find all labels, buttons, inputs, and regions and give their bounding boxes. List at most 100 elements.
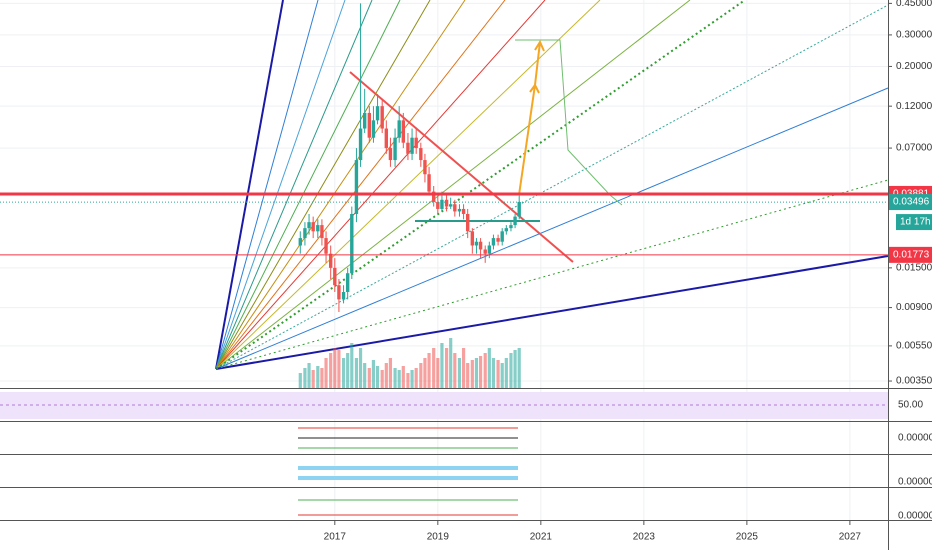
pane-label: 0.00000	[898, 511, 932, 522]
candle-body	[324, 238, 328, 254]
candle-body	[345, 273, 350, 292]
y-tick-label: 0.30000	[896, 30, 932, 41]
candle-body	[496, 238, 500, 242]
candle-body	[333, 267, 337, 286]
candle-body	[371, 120, 376, 138]
volume-bar	[513, 350, 517, 388]
volume-bar	[436, 358, 440, 388]
candle-body	[307, 222, 311, 229]
volume-bar	[324, 358, 328, 388]
fan-line	[215, 0, 601, 370]
volume-bar	[346, 353, 350, 388]
volume-bar	[427, 353, 431, 388]
candle-body	[500, 231, 504, 242]
volume-bar	[449, 338, 453, 388]
candle-body	[311, 222, 315, 232]
volume-bar	[491, 358, 496, 388]
candle-body	[354, 160, 359, 214]
candle-body	[491, 238, 496, 246]
y-tick-label: 0.07000	[896, 143, 932, 154]
candle-body	[303, 228, 307, 239]
candle-body	[298, 238, 302, 246]
fan-line	[215, 0, 373, 370]
candle-body	[384, 128, 389, 149]
candle-body	[517, 201, 521, 217]
volume-bar	[367, 368, 371, 388]
candle-body	[474, 241, 479, 246]
candle-body	[358, 128, 363, 161]
volume-bar	[303, 368, 307, 388]
volume-bar	[483, 353, 487, 388]
fan-line	[215, 0, 431, 370]
candle-body	[337, 285, 341, 300]
candle-body	[483, 249, 487, 254]
fan-line	[215, 0, 401, 370]
candle-body	[457, 208, 462, 212]
price-label: 0.01773	[893, 250, 930, 261]
candle-body	[487, 245, 492, 254]
candle-body	[406, 142, 410, 154]
countdown-box	[896, 214, 932, 231]
fan-line	[215, 0, 466, 370]
fan-line	[215, 0, 284, 370]
fan-line	[215, 0, 319, 370]
x-tick-label: 2023	[633, 532, 656, 543]
candle-body	[444, 199, 449, 207]
price-label-box	[889, 246, 932, 263]
candle-body	[380, 106, 384, 129]
candle-body	[367, 112, 372, 138]
pane-label: 0.00000	[898, 433, 932, 444]
candle-body	[320, 225, 324, 239]
volume-bar	[307, 363, 311, 388]
volume-bar	[461, 348, 466, 388]
volume-bar	[329, 353, 333, 388]
volume-bar	[401, 366, 405, 388]
fan-line	[215, 0, 346, 370]
volume-bar	[466, 363, 470, 388]
volume-bar	[397, 370, 401, 388]
x-tick-label: 2017	[324, 532, 347, 543]
volume-bar	[470, 360, 474, 388]
volume-bar	[358, 348, 363, 388]
price-label: 0.03496	[893, 197, 930, 208]
candle-body	[431, 191, 436, 202]
pane-label: 0.00000	[898, 477, 932, 488]
volume-bar	[371, 360, 376, 388]
volume-bar	[504, 358, 508, 388]
y-tick-label: 0.45000	[896, 0, 932, 9]
volume-bar	[393, 368, 397, 388]
volume-bar	[432, 348, 436, 388]
x-tick-label: 2025	[736, 532, 759, 543]
volume-bar	[341, 358, 346, 388]
volume-bar	[509, 353, 513, 388]
x-tick-label: 2021	[530, 532, 553, 543]
price-label-box	[889, 194, 932, 211]
y-tick-label: 0.00550	[896, 341, 932, 352]
fan-line	[215, 4, 889, 370]
projection-path	[515, 39, 623, 206]
x-tick-label: 2019	[427, 532, 450, 543]
volume-bar	[380, 370, 384, 388]
guide-band	[298, 476, 518, 480]
fan-line	[215, 0, 546, 370]
pane-label: 50.00	[898, 400, 923, 411]
volume-bar	[350, 343, 354, 388]
fan-line	[215, 179, 889, 370]
candle-body	[504, 228, 509, 232]
volume-bar	[363, 363, 367, 388]
volume-bar	[388, 358, 393, 388]
volume-bar	[474, 358, 479, 388]
fan-line	[215, 0, 506, 370]
y-tick-label: 0.12000	[896, 101, 932, 112]
volume-bar	[457, 358, 462, 388]
candle-body	[375, 106, 380, 121]
candle-body	[448, 204, 453, 207]
volume-bar	[478, 356, 483, 388]
volume-bar	[375, 366, 380, 388]
candle-body	[453, 204, 457, 212]
candle-body	[401, 120, 406, 143]
candle-body	[388, 148, 393, 161]
candle-body	[414, 137, 418, 149]
